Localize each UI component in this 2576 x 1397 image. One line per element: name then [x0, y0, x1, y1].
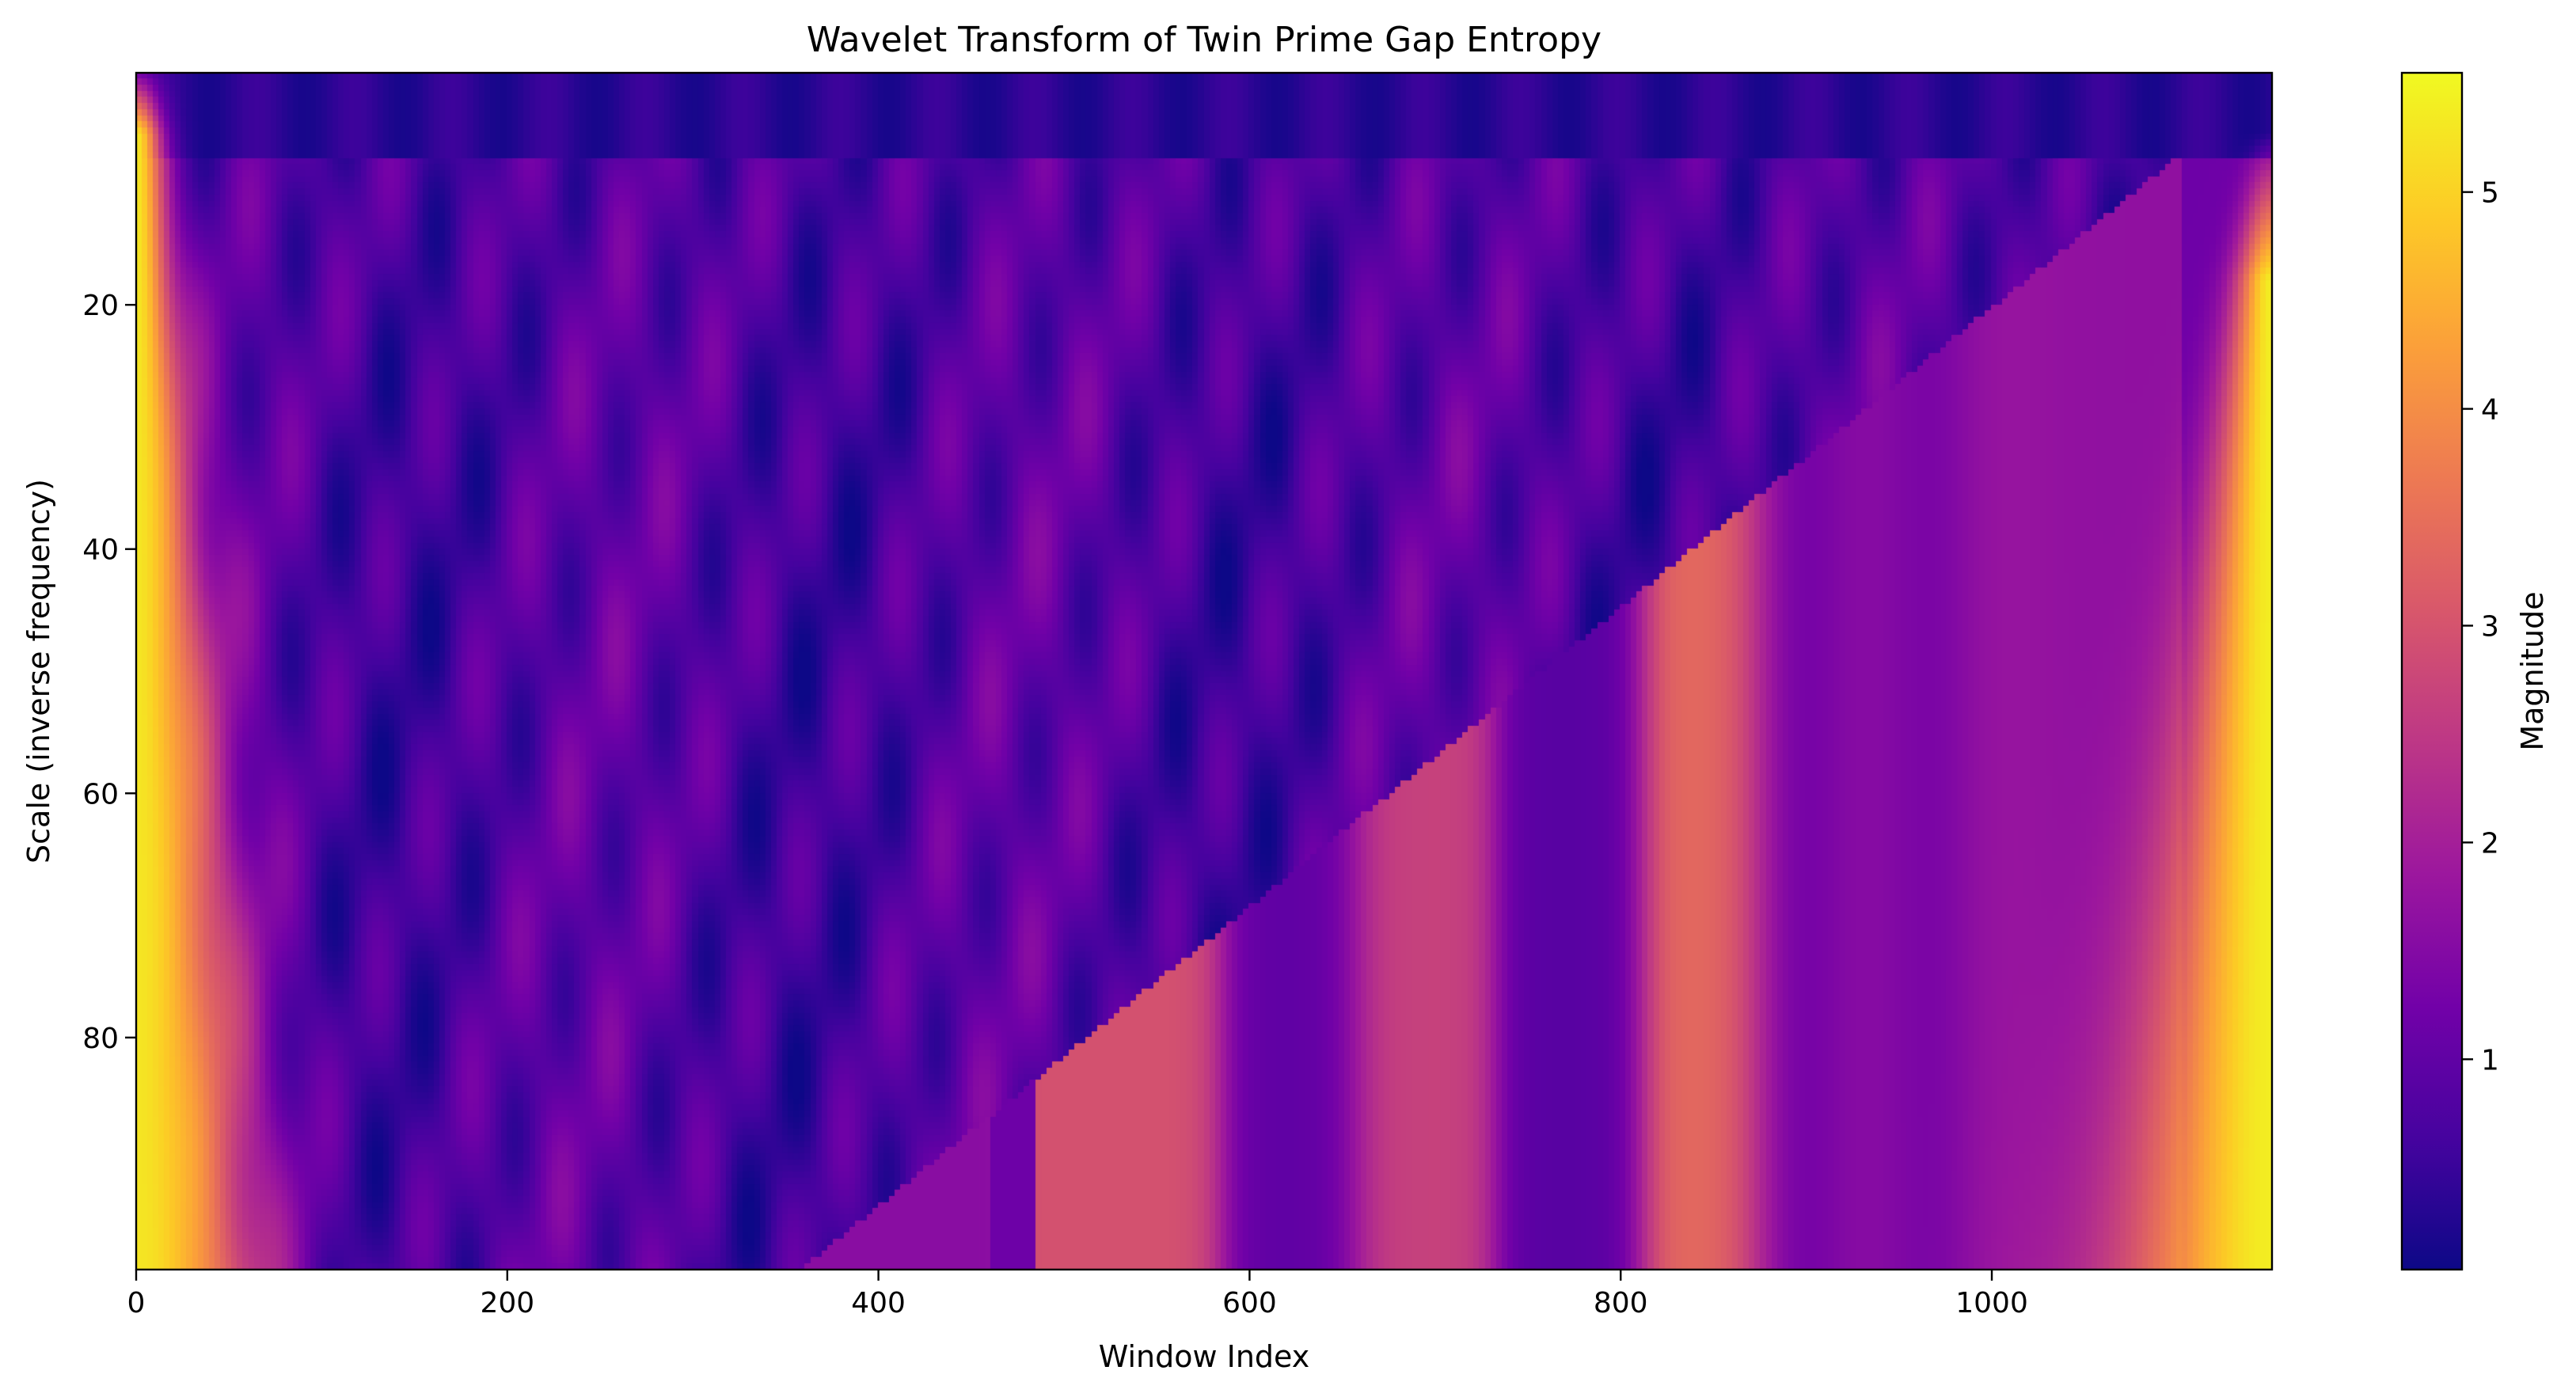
- y-tick-label: 60: [82, 778, 119, 810]
- y-axis-label: Scale (inverse frequency): [21, 479, 56, 864]
- colorbar-label: Magnitude: [2515, 591, 2550, 750]
- colorbar-tick-label: 5: [2481, 177, 2499, 210]
- x-axis-label: Window Index: [1099, 1339, 1310, 1374]
- colorbar-tick-label: 4: [2481, 394, 2499, 427]
- colorbar: 1 2 3 4 5 Magnitude: [2400, 71, 2550, 1271]
- chart-title: Wavelet Transform of Twin Prime Gap Entr…: [807, 20, 1601, 60]
- y-tick-label: 40: [82, 534, 119, 567]
- colorbar-frame: [2400, 71, 2464, 1271]
- y-tick-label: 20: [82, 290, 119, 322]
- heatmap-canvas: [136, 73, 2272, 1270]
- colorbar-tick-label: 3: [2481, 610, 2499, 643]
- x-tick-label: 1000: [1955, 1287, 2028, 1319]
- plot-frame: [135, 71, 2274, 1271]
- heatmap-area: [135, 71, 2274, 1271]
- colorbar-tick-label: 2: [2481, 827, 2499, 860]
- x-tick-label: 600: [1222, 1287, 1277, 1319]
- colorbar-tick-label: 1: [2481, 1044, 2499, 1076]
- y-tick-label: 80: [82, 1023, 119, 1055]
- x-tick-label: 400: [851, 1287, 906, 1319]
- x-axis: 0 200 400 600 800 1000: [127, 1270, 2028, 1319]
- y-axis: 20 40 60 80: [82, 290, 136, 1055]
- x-tick-label: 0: [127, 1287, 146, 1319]
- colorbar-gradient: [2402, 73, 2462, 1270]
- x-tick-label: 800: [1594, 1287, 1648, 1319]
- x-tick-label: 200: [480, 1287, 534, 1319]
